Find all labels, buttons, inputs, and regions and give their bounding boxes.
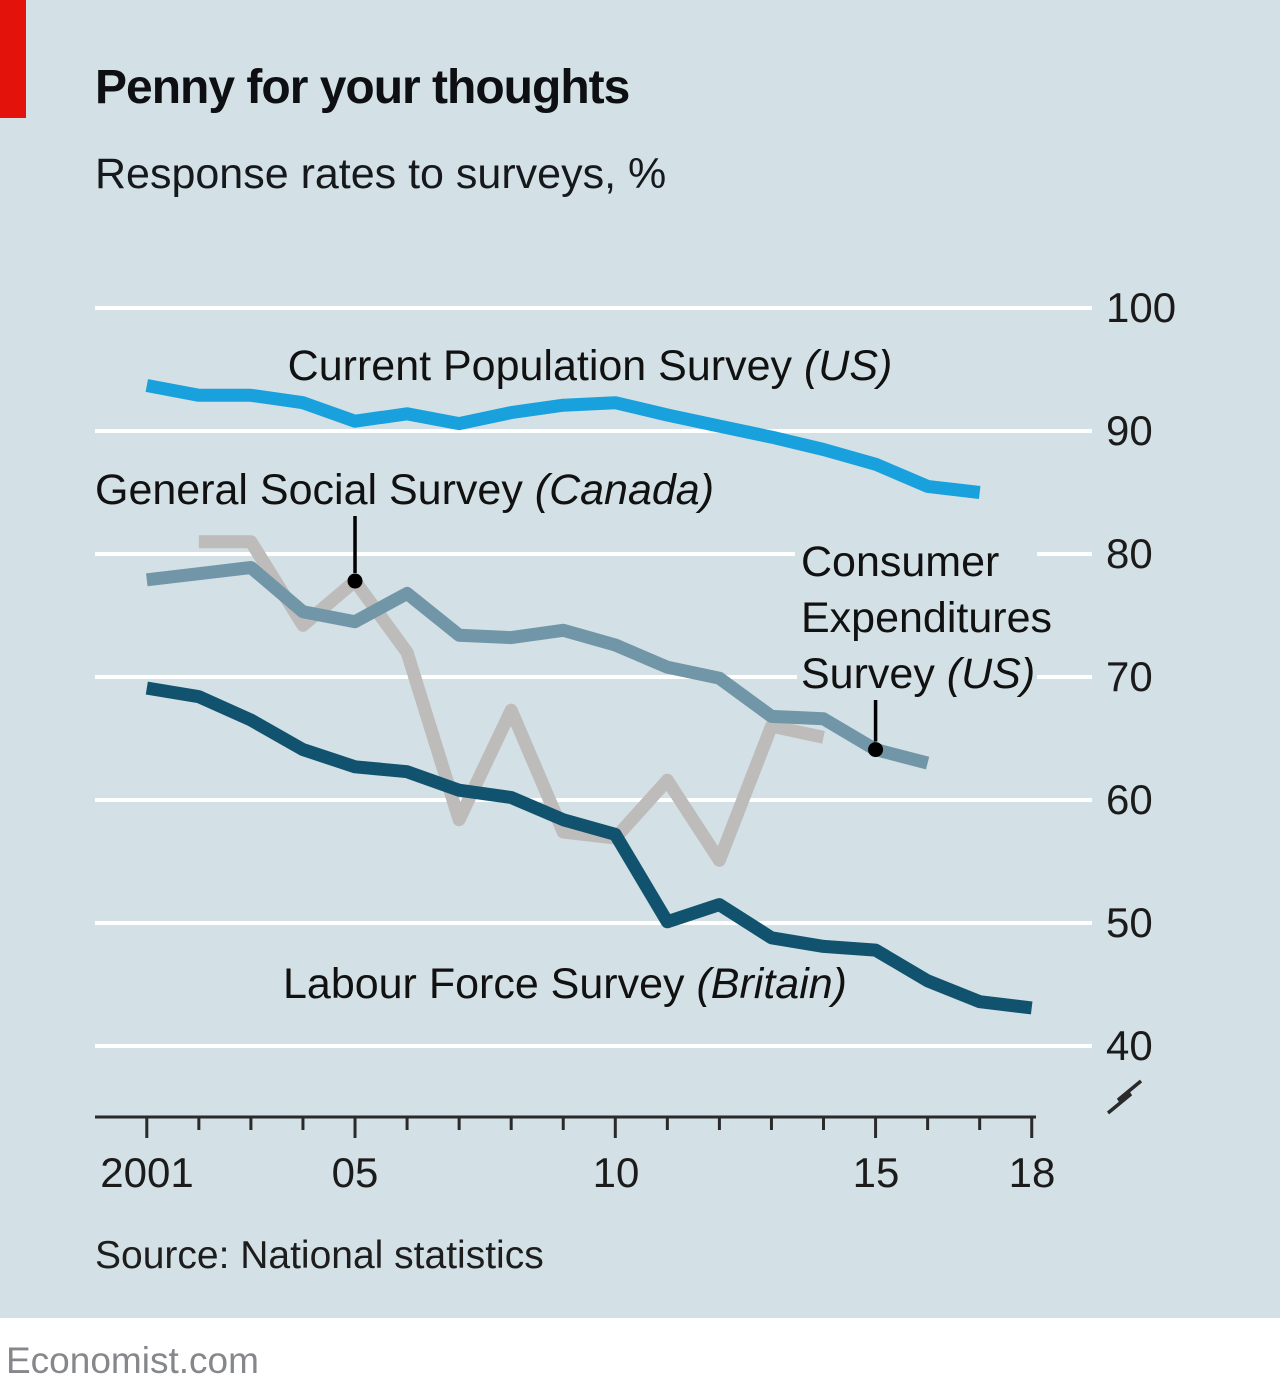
- x-tick-2015: 15: [852, 1149, 900, 1196]
- series-lines: [145, 379, 1033, 1015]
- y-tick-80: 80: [1106, 530, 1153, 577]
- x-tick-2018: 18: [1008, 1149, 1056, 1196]
- label-consumer-expenditures-survey: Consumer Expenditures Survey (US): [801, 538, 1052, 698]
- series-line-cps: [145, 379, 981, 499]
- label-general-social-survey: General Social Survey (Canada): [95, 466, 715, 514]
- gss-pointer-dot: [347, 573, 363, 589]
- chart-subtitle: Response rates to surveys, %: [95, 150, 667, 198]
- chart-title: Penny for your thoughts: [95, 61, 630, 114]
- economist-red-tab: [0, 0, 26, 118]
- footer-strip: Economist.com: [0, 1318, 1280, 1394]
- footer-brand: Economist.com: [6, 1340, 259, 1381]
- source-note: Source: National statistics: [95, 1234, 544, 1277]
- y-tick-100: 100: [1106, 284, 1177, 331]
- chart-card: Penny for your thoughts Response rates t…: [0, 0, 1280, 1318]
- axis-break-icon: [1106, 1079, 1143, 1115]
- ces-pointer-dot: [868, 742, 884, 758]
- x-axis: [95, 1115, 1036, 1138]
- x-tick-2005: 05: [331, 1149, 379, 1196]
- label-labour-force-survey: Labour Force Survey (Britain): [282, 960, 847, 1008]
- label-pointers: [347, 516, 884, 758]
- label-current-population-survey: Current Population Survey (US): [287, 342, 893, 390]
- gridlines: [95, 306, 1092, 1048]
- series-line-gss: [198, 535, 825, 867]
- y-tick-60: 60: [1106, 776, 1153, 823]
- x-tick-2001: 2001: [100, 1149, 194, 1196]
- series-line-lfs: [145, 681, 1033, 1015]
- y-tick-70: 70: [1106, 653, 1153, 700]
- series-line-ces: [146, 561, 930, 770]
- x-tick-2010: 10: [592, 1149, 640, 1196]
- y-tick-50: 50: [1106, 899, 1153, 946]
- y-tick-40: 40: [1106, 1022, 1153, 1069]
- y-tick-90: 90: [1106, 407, 1153, 454]
